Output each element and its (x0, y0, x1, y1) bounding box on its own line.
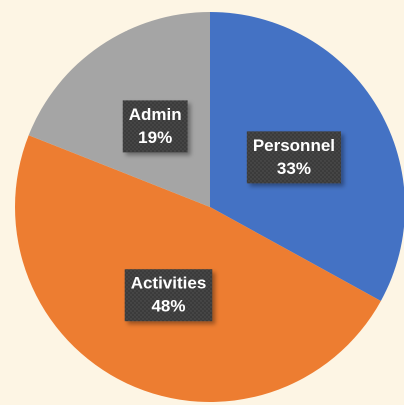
label-box (122, 100, 188, 153)
data-label: Admin 19% (122, 100, 188, 153)
label-category: Activities (131, 274, 207, 293)
data-label: Activities 48% (124, 269, 213, 322)
data-label: Personnel 33% (246, 131, 342, 184)
label-category: Personnel (253, 136, 335, 155)
pie-slice (28, 12, 210, 207)
label-box (246, 131, 342, 184)
data-labels: Personnel 33% Activities 48% Admin 19% (122, 100, 342, 322)
pie-slice (14, 135, 381, 403)
label-value: 48% (151, 297, 185, 316)
pie (14, 12, 404, 403)
label-value: 19% (138, 128, 172, 147)
label-value: 33% (277, 159, 311, 178)
label-box (124, 269, 213, 322)
label-category: Admin (129, 105, 182, 124)
